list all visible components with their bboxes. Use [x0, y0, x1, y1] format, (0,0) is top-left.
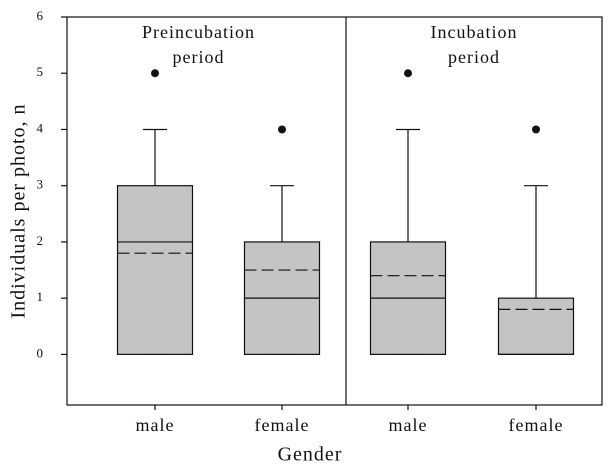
y-tick-label: 1 — [37, 289, 44, 304]
outlier — [404, 69, 412, 78]
outlier — [151, 69, 159, 78]
box — [497, 297, 575, 355]
panel-title: Preincubation — [142, 22, 255, 42]
x-tick-label: female — [509, 415, 564, 435]
outlier — [278, 125, 286, 134]
y-tick-label: 4 — [37, 120, 44, 135]
y-axis-label: Individuals per photo, n — [8, 103, 30, 318]
y-tick-label: 2 — [37, 233, 44, 248]
panel-title: period — [448, 47, 500, 67]
box — [116, 185, 194, 355]
x-axis-label: Gender — [278, 444, 343, 466]
x-tick-label: female — [255, 415, 310, 435]
y-tick-label: 6 — [37, 8, 44, 23]
x-tick-label: male — [136, 415, 175, 435]
plot-frame — [66, 16, 603, 406]
panel-title: period — [173, 47, 225, 67]
panel-title: Incubation — [431, 22, 518, 42]
y-tick-label: 3 — [37, 177, 44, 192]
x-tick-label: male — [389, 415, 428, 435]
y-tick-label: 0 — [37, 345, 44, 360]
y-tick-label: 5 — [37, 64, 44, 79]
outlier — [532, 125, 540, 134]
